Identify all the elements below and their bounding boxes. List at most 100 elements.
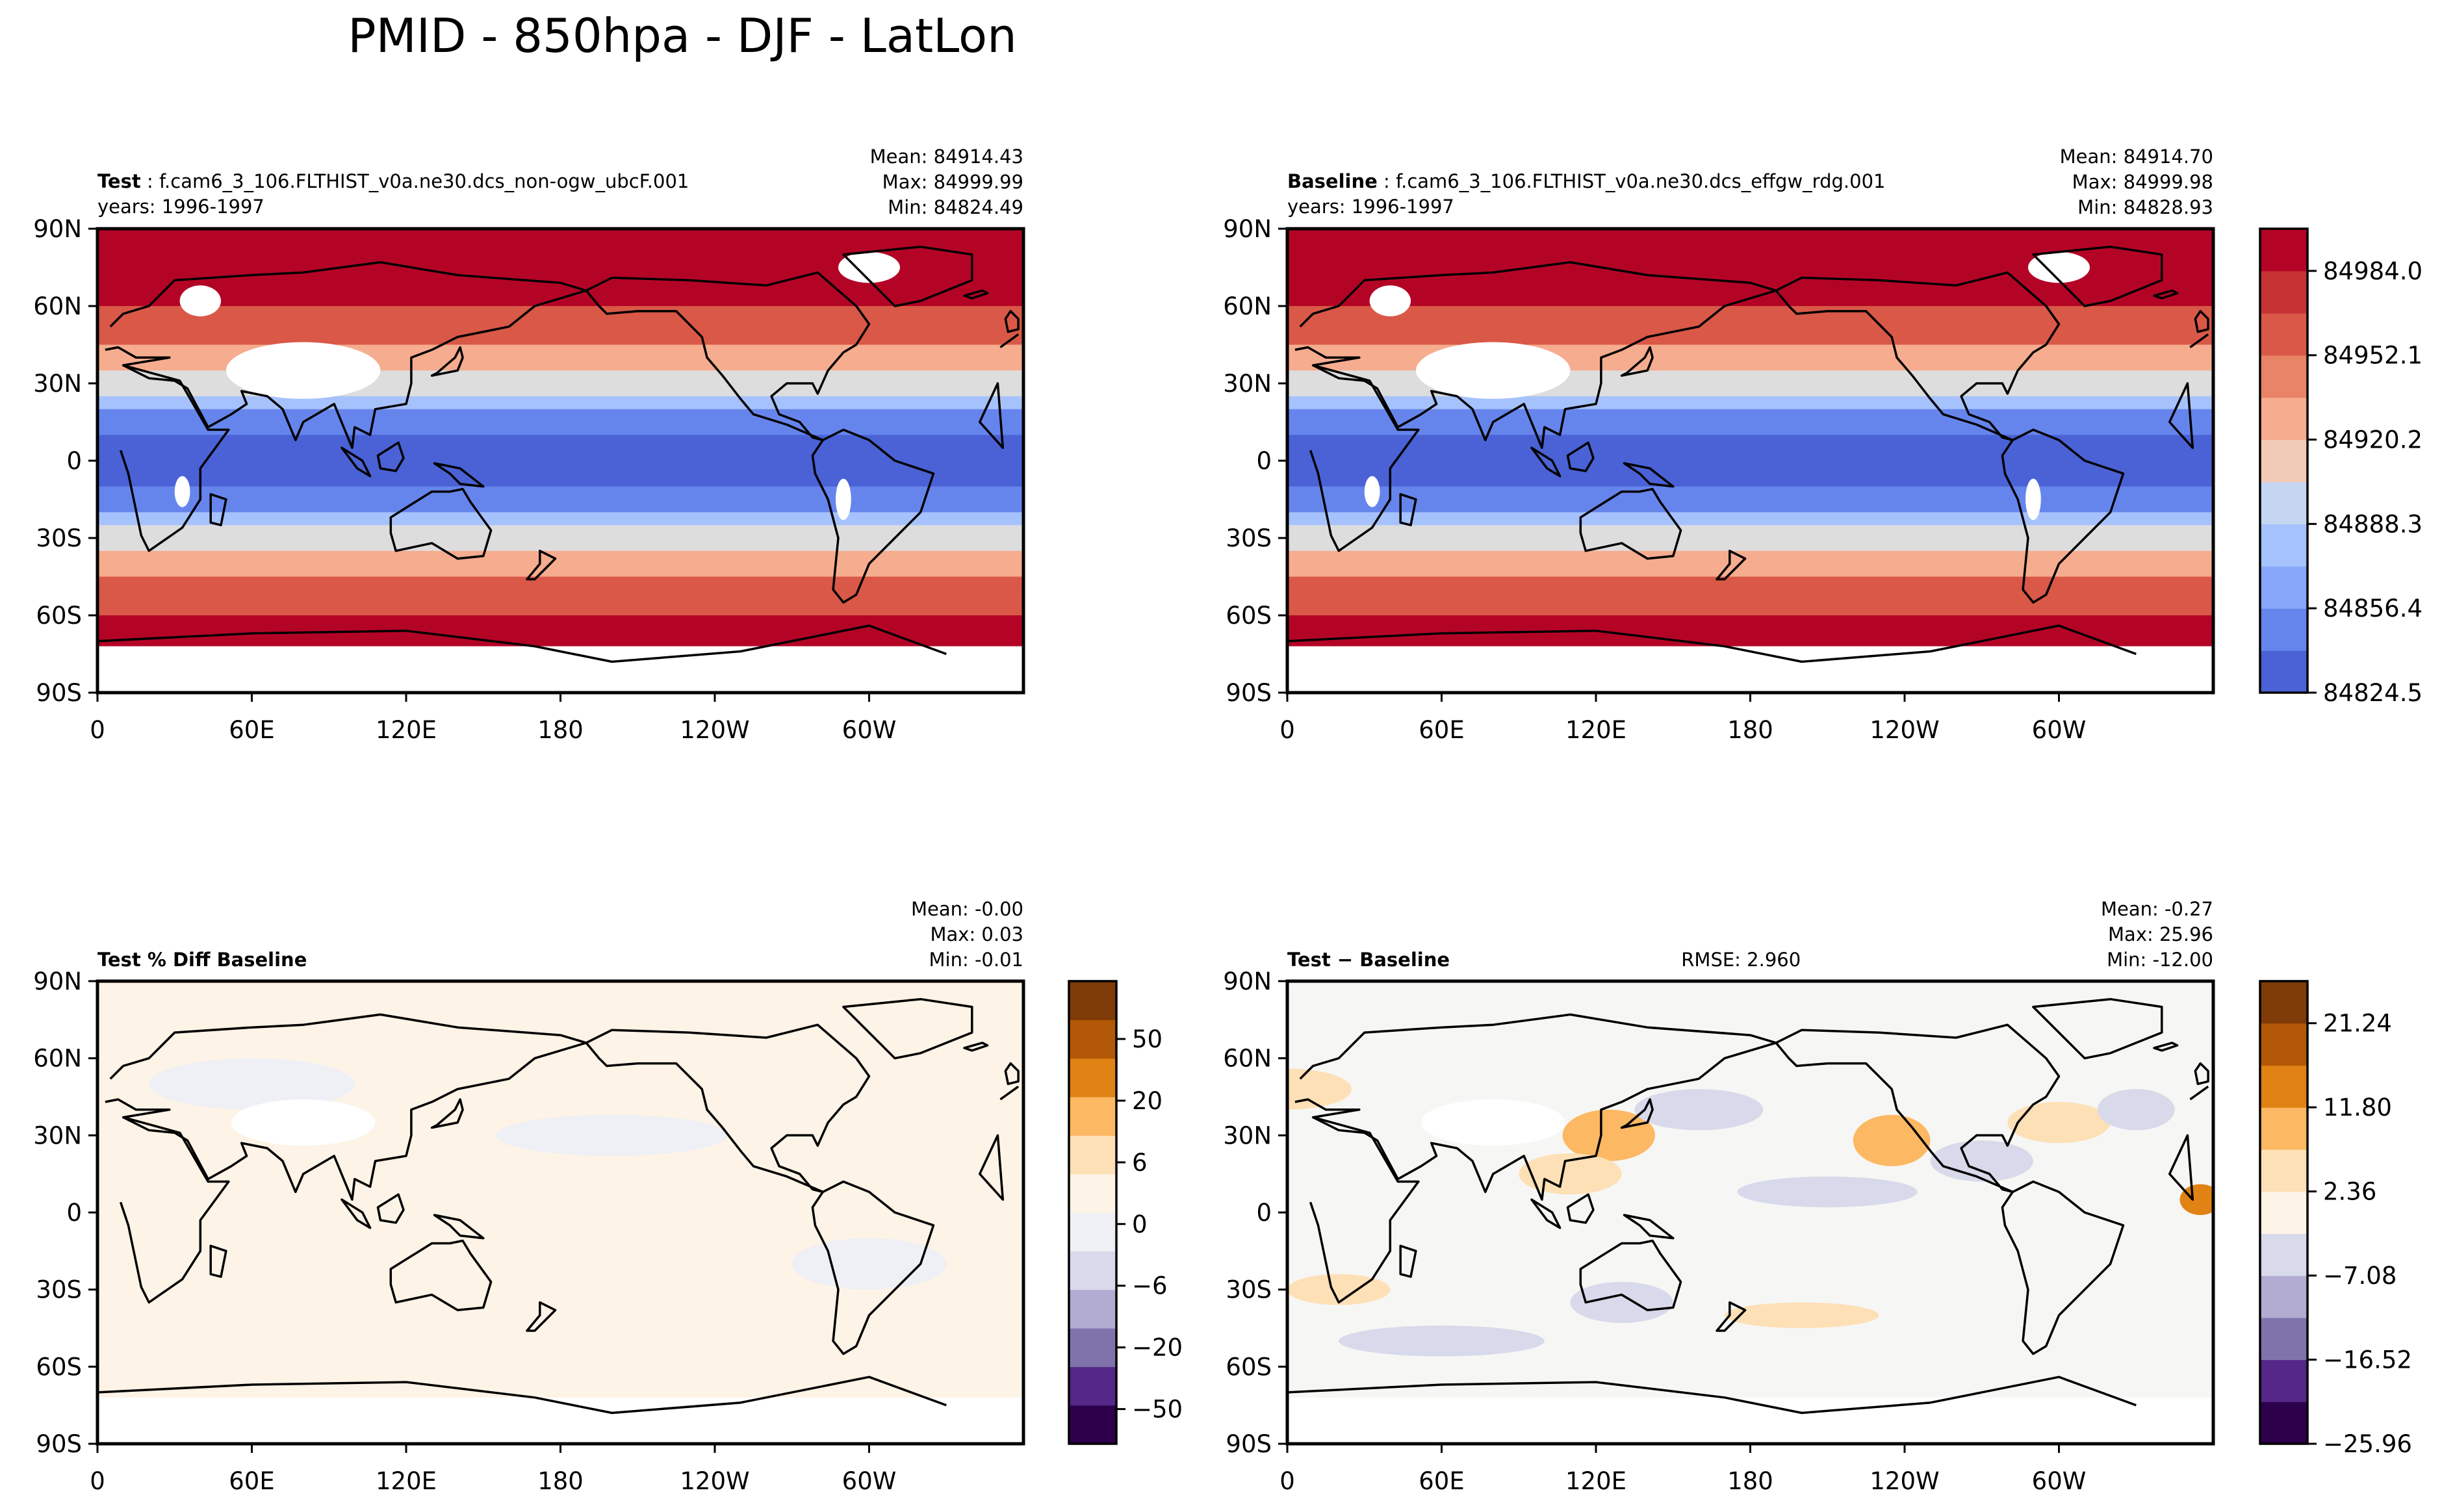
colorbar-swatch bbox=[1069, 1289, 1116, 1329]
panel-title-bold: Baseline bbox=[1287, 170, 1378, 192]
coastline-africa bbox=[1309, 364, 2194, 552]
field-band bbox=[1287, 473, 2213, 487]
colorbar-swatch bbox=[2260, 481, 2307, 524]
colorbar-swatch bbox=[2260, 270, 2307, 314]
x-tick-label: 120E bbox=[1565, 1467, 1626, 1495]
missing-area bbox=[836, 478, 851, 520]
colorbar-label: 2.36 bbox=[2323, 1178, 2376, 1206]
figure-title: PMID - 850hpa - DJF - LatLon bbox=[348, 8, 1016, 63]
y-tick-label: 90N bbox=[1223, 215, 1272, 243]
field-band bbox=[97, 383, 1023, 397]
stat-label: Max: 0.03 bbox=[930, 923, 1023, 945]
x-tick-label: 0 bbox=[1279, 716, 1295, 744]
field-test bbox=[97, 229, 1023, 693]
field-band bbox=[1287, 448, 2213, 461]
stat-label: Mean: 84914.70 bbox=[2060, 146, 2213, 168]
colorbar-swatch bbox=[2260, 981, 2307, 1024]
colorbar-label: 21.24 bbox=[2323, 1010, 2392, 1038]
y-tick-label: 90N bbox=[33, 215, 82, 243]
coastline-antarctica bbox=[97, 1376, 947, 1444]
field-blob bbox=[1339, 1326, 1545, 1357]
stat-label: Mean: 84914.43 bbox=[870, 146, 1023, 168]
x-tick-label: 60E bbox=[229, 1467, 274, 1495]
field-band bbox=[1287, 435, 2213, 448]
colorbar-label: 11.80 bbox=[2323, 1094, 2392, 1121]
colorbar-swatch bbox=[1069, 1328, 1116, 1367]
x-tick-label: 60E bbox=[1419, 1467, 1464, 1495]
y-tick-label: 90S bbox=[36, 1430, 82, 1458]
y-tick-label: 0 bbox=[1256, 1199, 1272, 1227]
field-band bbox=[1287, 550, 2213, 565]
colorbar-label: −25.96 bbox=[2323, 1430, 2412, 1458]
colorbar-swatch bbox=[2260, 566, 2307, 609]
field-band bbox=[1287, 396, 2213, 410]
coastline-madagascar bbox=[1399, 1244, 1417, 1278]
y-tick-label: 30S bbox=[36, 524, 82, 552]
field-band bbox=[97, 589, 1023, 603]
colorbar-swatch bbox=[2260, 1023, 2307, 1066]
panel-diff: 0 60E 120E 180 120W 60W 90N 60N 30N 0 30S 60S 90S Tes… bbox=[1223, 898, 2412, 1495]
missing-area bbox=[225, 342, 381, 399]
coastline-new_zealand bbox=[526, 550, 557, 581]
missing-area bbox=[1369, 285, 1411, 316]
coastline-uk bbox=[1004, 310, 1020, 333]
stat-label: Mean: -0.27 bbox=[2101, 898, 2213, 920]
field-band bbox=[97, 576, 1023, 590]
coastline-north_america bbox=[585, 271, 871, 442]
field-holder bbox=[1287, 981, 2213, 1444]
map-area bbox=[97, 229, 1023, 693]
coastline-africa bbox=[119, 364, 1005, 552]
colorbar-swatch bbox=[1069, 1366, 1116, 1406]
field-band bbox=[97, 396, 1023, 410]
x-tick-label: 180 bbox=[537, 716, 584, 744]
y-tick-label: 90S bbox=[36, 679, 82, 707]
field-band bbox=[97, 461, 1023, 474]
stat-label: Min: -12.00 bbox=[2107, 949, 2213, 971]
field-blob bbox=[1562, 1109, 1656, 1161]
y-tick-label: 30S bbox=[1226, 1276, 1272, 1304]
coastline-iceland bbox=[963, 289, 989, 300]
coastline-south_america bbox=[2001, 1180, 2125, 1355]
field-band bbox=[97, 448, 1023, 461]
colorbar-swatch bbox=[2260, 1233, 2307, 1276]
coastline-eurasia bbox=[1294, 261, 2209, 449]
x-tick-label: 120E bbox=[376, 716, 437, 744]
field-band bbox=[97, 241, 1023, 255]
field-holder bbox=[1287, 229, 2213, 693]
stat-label: Max: 25.96 bbox=[2108, 923, 2213, 945]
field-blob bbox=[1737, 1176, 1918, 1208]
colorbar-swatch bbox=[2260, 355, 2307, 398]
coastline-africa bbox=[1309, 1116, 2194, 1304]
y-tick-label: 30S bbox=[1226, 524, 1272, 552]
coastline-japan bbox=[1620, 1098, 1654, 1129]
field-band bbox=[97, 229, 1023, 242]
coastline-antarctica bbox=[97, 624, 947, 693]
missing-area bbox=[2025, 478, 2041, 520]
colorbar-label: 6 bbox=[1132, 1149, 1148, 1177]
colorbar-swatch bbox=[1069, 1058, 1116, 1097]
coastline-australia bbox=[389, 1239, 493, 1312]
map-area bbox=[1287, 981, 2213, 1444]
field-holder bbox=[97, 981, 1023, 1444]
coastline-greenland bbox=[842, 997, 973, 1060]
field-band bbox=[97, 344, 1023, 358]
coastline-borneo bbox=[376, 1193, 405, 1224]
field-band bbox=[1287, 280, 2213, 294]
colorbar-swatch bbox=[1069, 1135, 1116, 1175]
x-tick-label: 120W bbox=[1870, 1467, 1939, 1495]
coastline-sumatra bbox=[1530, 446, 1562, 478]
coastline-sumatra bbox=[341, 1198, 372, 1229]
panel-title: Baseline : f.cam6_3_106.FLTHIST_v0a.ne30… bbox=[1287, 170, 1885, 192]
coastline-uk bbox=[2194, 1062, 2209, 1085]
x-tick-label: 120E bbox=[1565, 716, 1626, 744]
x-tick-label: 0 bbox=[90, 716, 105, 744]
missing-area bbox=[1287, 646, 2213, 693]
field-band bbox=[97, 499, 1023, 513]
y-tick-label: 60S bbox=[36, 1353, 82, 1381]
coastline-borneo bbox=[1566, 1193, 1595, 1224]
y-tick-label: 60N bbox=[33, 292, 82, 320]
map-area bbox=[97, 981, 1023, 1444]
field-band bbox=[97, 473, 1023, 487]
field-band bbox=[97, 602, 1023, 616]
coastline-eurasia bbox=[1294, 1013, 2209, 1201]
